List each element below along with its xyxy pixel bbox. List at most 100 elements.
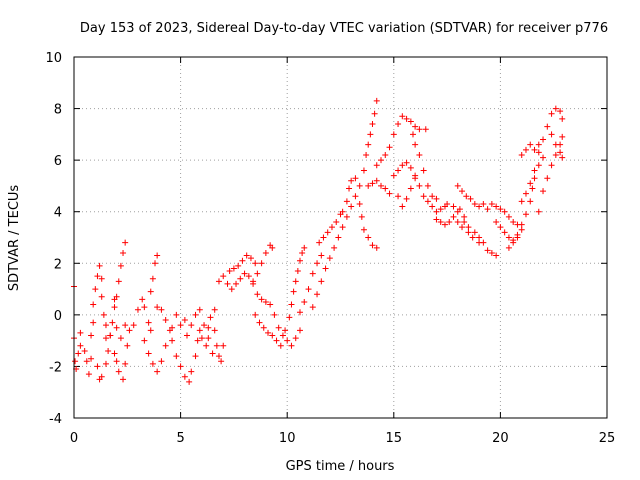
data-point <box>102 335 109 342</box>
data-point <box>294 268 301 275</box>
data-point <box>269 244 276 251</box>
data-point <box>461 213 468 220</box>
data-point <box>424 182 431 189</box>
data-point <box>169 324 176 331</box>
data-point <box>505 244 512 251</box>
data-point <box>192 353 199 360</box>
data-point <box>228 286 235 293</box>
y-tick-label: -2 <box>49 360 62 375</box>
data-point <box>322 265 329 272</box>
data-point <box>437 219 444 226</box>
data-point <box>459 188 466 195</box>
y-tick-label: 10 <box>45 51 62 66</box>
data-point <box>250 280 257 287</box>
data-point <box>369 121 376 128</box>
data-point <box>239 257 246 264</box>
data-point <box>318 278 325 285</box>
data-point <box>459 224 466 231</box>
y-axis-label: SDTVAR / TECUs <box>7 185 22 292</box>
data-point <box>265 329 272 336</box>
data-point <box>559 154 566 161</box>
data-point <box>548 110 555 117</box>
chart-title: Day 153 of 2023, Sidereal Day-to-day VTE… <box>80 21 608 36</box>
data-point <box>441 221 448 228</box>
data-point <box>358 213 365 220</box>
data-point <box>399 162 406 169</box>
x-tick-label: 15 <box>386 431 403 446</box>
data-point <box>548 162 555 169</box>
data-point <box>252 260 259 267</box>
data-point <box>360 226 367 233</box>
data-point <box>416 151 423 158</box>
axis-ticks <box>73 56 608 419</box>
data-point <box>373 162 380 169</box>
data-point <box>535 141 542 148</box>
data-point <box>454 182 461 189</box>
data-point <box>514 231 521 238</box>
data-point <box>497 206 504 213</box>
data-point <box>505 234 512 241</box>
data-point <box>420 167 427 174</box>
data-point <box>316 239 323 246</box>
data-point <box>309 270 316 277</box>
data-point <box>557 108 564 115</box>
data-point <box>122 322 129 329</box>
data-point <box>275 324 282 331</box>
data-point <box>181 373 188 380</box>
data-point <box>262 249 269 256</box>
data-point <box>365 182 372 189</box>
data-point <box>90 301 97 308</box>
data-point <box>552 151 559 158</box>
data-point <box>90 319 97 326</box>
data-point <box>235 262 242 269</box>
data-point <box>158 306 165 313</box>
data-point <box>433 216 440 223</box>
data-point <box>290 288 297 295</box>
data-point <box>105 347 112 354</box>
data-point <box>433 208 440 215</box>
data-point <box>258 260 265 267</box>
data-point <box>288 301 295 308</box>
data-point <box>343 213 350 220</box>
data-point <box>139 296 146 303</box>
data-point <box>529 185 536 192</box>
data-point <box>324 229 331 236</box>
data-point <box>107 332 114 339</box>
data-point <box>471 200 478 207</box>
data-point <box>149 275 156 282</box>
data-point <box>154 368 161 375</box>
y-tick-labels: -4 -2 0 2 4 6 8 10 <box>45 51 62 427</box>
data-point <box>220 342 227 349</box>
data-point <box>559 133 566 140</box>
data-point <box>416 126 423 133</box>
data-point <box>130 322 137 329</box>
data-point <box>365 234 372 241</box>
data-point <box>522 146 529 153</box>
data-point <box>196 327 203 334</box>
data-point <box>373 97 380 104</box>
data-point <box>113 324 120 331</box>
data-point <box>335 234 342 241</box>
data-point <box>98 373 105 380</box>
data-point <box>382 151 389 158</box>
data-point <box>271 311 278 318</box>
data-point <box>456 206 463 213</box>
data-point <box>501 208 508 215</box>
data-point <box>282 327 289 334</box>
data-point <box>501 229 508 236</box>
data-point <box>484 206 491 213</box>
data-point <box>552 105 559 112</box>
data-point <box>205 335 212 342</box>
data-point <box>252 311 259 318</box>
data-point <box>557 149 564 156</box>
data-point <box>429 193 436 200</box>
data-point <box>373 244 380 251</box>
data-point <box>213 342 220 349</box>
data-point <box>488 249 495 256</box>
data-point <box>292 335 299 342</box>
data-point <box>247 255 254 262</box>
data-point <box>260 324 267 331</box>
data-point <box>77 329 84 336</box>
data-point <box>399 113 406 120</box>
data-point <box>403 195 410 202</box>
